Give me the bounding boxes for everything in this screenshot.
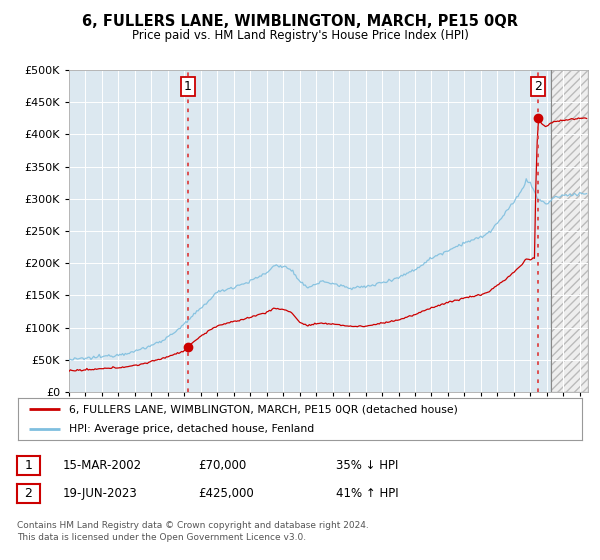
Text: Price paid vs. HM Land Registry's House Price Index (HPI): Price paid vs. HM Land Registry's House … xyxy=(131,29,469,42)
Text: 15-MAR-2002: 15-MAR-2002 xyxy=(63,459,142,473)
Text: 2: 2 xyxy=(534,80,542,92)
Text: 6, FULLERS LANE, WIMBLINGTON, MARCH, PE15 0QR: 6, FULLERS LANE, WIMBLINGTON, MARCH, PE1… xyxy=(82,14,518,29)
Bar xyxy=(551,70,588,392)
Text: 35% ↓ HPI: 35% ↓ HPI xyxy=(336,459,398,473)
Text: 6, FULLERS LANE, WIMBLINGTON, MARCH, PE15 0QR (detached house): 6, FULLERS LANE, WIMBLINGTON, MARCH, PE1… xyxy=(69,404,458,414)
Text: 1: 1 xyxy=(184,80,192,92)
Text: £425,000: £425,000 xyxy=(198,487,254,501)
Text: HPI: Average price, detached house, Fenland: HPI: Average price, detached house, Fenl… xyxy=(69,424,314,434)
Text: Contains HM Land Registry data © Crown copyright and database right 2024.: Contains HM Land Registry data © Crown c… xyxy=(17,521,368,530)
Text: 41% ↑ HPI: 41% ↑ HPI xyxy=(336,487,398,501)
Text: 1: 1 xyxy=(24,459,32,472)
Text: This data is licensed under the Open Government Licence v3.0.: This data is licensed under the Open Gov… xyxy=(17,533,306,542)
Text: 19-JUN-2023: 19-JUN-2023 xyxy=(63,487,138,501)
Text: 2: 2 xyxy=(24,487,32,500)
Text: £70,000: £70,000 xyxy=(198,459,246,473)
